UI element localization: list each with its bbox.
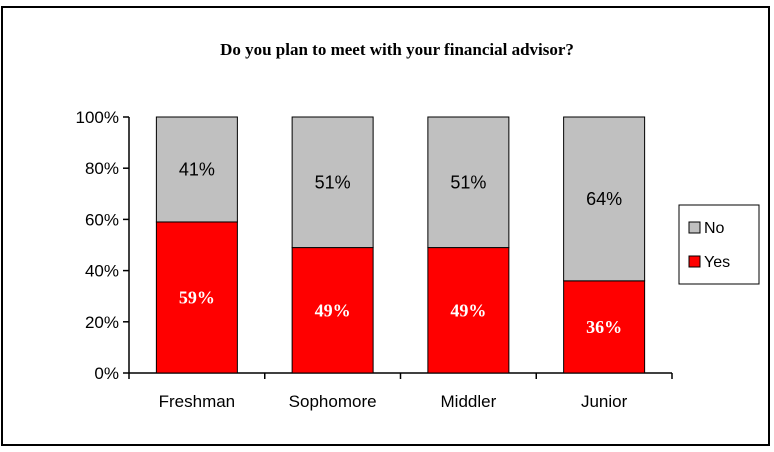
- bars-layer: 59% 41% 49% 51% 49% 51% 36% 64%: [155, 116, 646, 374]
- bar-yes-sophomore: [291, 247, 374, 374]
- legend-box: [678, 204, 760, 285]
- data-label-no: 64%: [586, 189, 622, 209]
- bar-no-sophomore: [291, 116, 374, 249]
- data-label-yes: 49%: [450, 300, 486, 320]
- legend-swatch-yes: [688, 255, 701, 268]
- y-tick-label: 100%: [76, 108, 119, 127]
- data-label-yes: 49%: [315, 300, 351, 320]
- data-label-no: 41%: [179, 159, 215, 179]
- data-label-no: 51%: [315, 172, 351, 192]
- y-tick-label: 0%: [94, 364, 119, 383]
- bar-no-middler: [427, 116, 510, 249]
- legend-label-yes: Yes: [704, 254, 730, 271]
- bar-no-junior: [563, 116, 646, 282]
- chart-title: Do you plan to meet with your financial …: [220, 40, 574, 59]
- bar-yes-middler: [427, 247, 510, 374]
- data-label-yes: 59%: [179, 287, 215, 307]
- category-label: Junior: [581, 392, 628, 411]
- bar-no-freshman: [155, 116, 238, 223]
- data-label-no: 51%: [450, 172, 486, 192]
- y-tick-label: 20%: [85, 313, 119, 332]
- bar-yes-junior: [563, 280, 646, 374]
- y-tick-label: 60%: [85, 210, 119, 229]
- legend: No Yes: [678, 204, 760, 285]
- y-tick-label: 40%: [85, 262, 119, 281]
- legend-label-no: No: [704, 220, 725, 237]
- y-tick-label: 80%: [85, 159, 119, 178]
- legend-swatch-no: [688, 221, 701, 234]
- category-label: Middler: [441, 392, 497, 411]
- category-label: Freshman: [159, 392, 236, 411]
- category-label: Sophomore: [289, 392, 377, 411]
- data-label-yes: 36%: [586, 317, 622, 337]
